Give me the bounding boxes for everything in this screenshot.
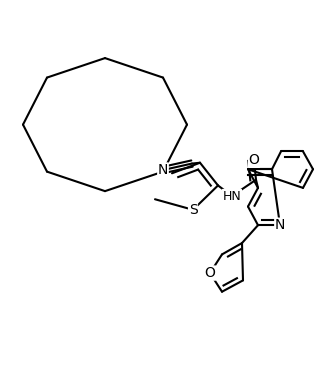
- Text: N: N: [158, 163, 168, 177]
- Text: HN: HN: [223, 189, 241, 203]
- Text: S: S: [189, 203, 197, 217]
- Text: O: O: [204, 266, 215, 280]
- Text: O: O: [249, 153, 259, 167]
- Text: N: N: [275, 218, 285, 232]
